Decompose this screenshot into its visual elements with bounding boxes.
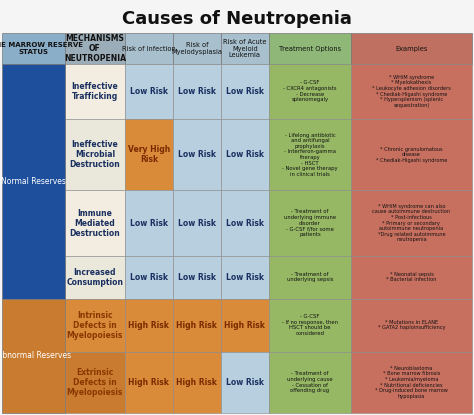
Bar (221, 352, 269, 413)
Bar (125, 352, 173, 413)
Text: Abnormal Reserves: Abnormal Reserves (0, 351, 71, 360)
Bar (269, 256, 351, 299)
Text: Causes of Neutropenia: Causes of Neutropenia (122, 10, 352, 28)
Bar (2, 33, 65, 64)
Bar (351, 119, 472, 190)
Text: Low Risk: Low Risk (226, 378, 264, 387)
Text: High Risk: High Risk (224, 321, 265, 330)
Bar (351, 256, 472, 299)
Text: - Treatment of
underlying cause
- Cessation of
offending drug: - Treatment of underlying cause - Cessat… (287, 371, 333, 393)
Bar (65, 299, 125, 352)
Text: - G-CSF
- If no response, then
HSCT should be
considered: - G-CSF - If no response, then HSCT shou… (282, 314, 338, 336)
Text: - G-CSF
- CXCR4 antagonists
- Decrease
splenomegaly: - G-CSF - CXCR4 antagonists - Decrease s… (283, 81, 337, 102)
Bar (269, 119, 351, 190)
Bar (65, 190, 125, 256)
Bar (173, 190, 221, 256)
Text: Low Risk: Low Risk (226, 87, 264, 96)
Bar (125, 256, 173, 299)
Text: * Neonatal sepsis
* Bacterial infection: * Neonatal sepsis * Bacterial infection (386, 272, 437, 283)
Bar (125, 190, 173, 256)
Bar (173, 64, 221, 119)
Bar (173, 256, 221, 299)
Bar (173, 33, 221, 64)
Text: Risk of Infection: Risk of Infection (122, 46, 176, 51)
Bar (221, 299, 269, 352)
Text: Very High
Risk: Very High Risk (128, 145, 170, 164)
Bar (269, 190, 351, 256)
Text: - Treatment of
underlying immune
disorder
- G-CSF f/for some
patients: - Treatment of underlying immune disorde… (284, 209, 336, 237)
Text: Extrinsic
Defects in
Myelopoiesis: Extrinsic Defects in Myelopoiesis (67, 368, 123, 397)
Bar (65, 256, 125, 299)
Bar (269, 64, 351, 119)
Text: - Treatment of
underlying sepsis: - Treatment of underlying sepsis (287, 272, 333, 283)
Bar (221, 64, 269, 119)
Bar (125, 33, 173, 64)
Text: Low Risk: Low Risk (178, 273, 216, 282)
Bar (351, 352, 472, 413)
Bar (351, 299, 472, 352)
Text: Low Risk: Low Risk (226, 219, 264, 227)
Text: Increased
Consumption: Increased Consumption (66, 268, 123, 287)
Text: High Risk: High Risk (176, 321, 217, 330)
Text: MECHANISMS
OF
NEUTROPENIA: MECHANISMS OF NEUTROPENIA (64, 34, 126, 63)
Bar (65, 119, 125, 190)
Text: Low Risk: Low Risk (178, 219, 216, 227)
Bar (125, 64, 173, 119)
Text: Risk of Acute
Myeloid
Leukemia: Risk of Acute Myeloid Leukemia (223, 39, 266, 58)
Text: Low Risk: Low Risk (130, 87, 168, 96)
Bar (65, 352, 125, 413)
Text: High Risk: High Risk (176, 378, 217, 387)
Bar (65, 64, 125, 119)
Text: Low Risk: Low Risk (130, 219, 168, 227)
Text: Ineffective
Microbial
Destruction: Ineffective Microbial Destruction (70, 140, 120, 169)
Bar (173, 299, 221, 352)
Text: Ineffective
Trafficking: Ineffective Trafficking (72, 82, 118, 101)
Bar (351, 64, 472, 119)
Bar (221, 119, 269, 190)
Bar (2, 64, 65, 299)
Text: Low Risk: Low Risk (178, 150, 216, 159)
Bar (351, 33, 472, 64)
Bar (269, 299, 351, 352)
Bar (221, 256, 269, 299)
Text: Normal Reserves: Normal Reserves (1, 177, 66, 186)
Text: Intrinsic
Defects in
Myelopoiesis: Intrinsic Defects in Myelopoiesis (67, 310, 123, 340)
Bar (65, 33, 125, 64)
Bar (173, 119, 221, 190)
Text: Low Risk: Low Risk (178, 87, 216, 96)
Text: High Risk: High Risk (128, 378, 169, 387)
Bar (125, 299, 173, 352)
Text: * Neuroblastoma
* Bone marrow fibrosis
* Leukemia/myeloma
* Nutritional deficien: * Neuroblastoma * Bone marrow fibrosis *… (375, 366, 448, 399)
Text: Treatment Options: Treatment Options (279, 46, 341, 51)
Bar (2, 299, 65, 413)
Bar (221, 190, 269, 256)
Text: Low Risk: Low Risk (226, 150, 264, 159)
Bar (173, 352, 221, 413)
Bar (125, 119, 173, 190)
Text: * WHiM syndrome can also
cause autoimmune destruction
* Post-infectious
* Primar: * WHiM syndrome can also cause autoimmun… (373, 204, 450, 242)
Text: * Mutations in ELANE
* GATA2 haploinsufficiency: * Mutations in ELANE * GATA2 haploinsuff… (378, 320, 445, 330)
Text: Immune
Mediated
Destruction: Immune Mediated Destruction (70, 208, 120, 238)
Bar (269, 33, 351, 64)
Text: Risk of
Myelodysplasia: Risk of Myelodysplasia (172, 42, 222, 55)
Text: Low Risk: Low Risk (130, 273, 168, 282)
Text: Low Risk: Low Risk (226, 273, 264, 282)
Text: * Chronic granulomatous
disease
* Chediak-Higashi syndrome: * Chronic granulomatous disease * Chedia… (376, 146, 447, 163)
Text: - Lifelong antibiotic
and antifungal
prophylaxis
- Interferon-gamma
therapy
- HS: - Lifelong antibiotic and antifungal pro… (282, 132, 338, 177)
Bar (269, 352, 351, 413)
Text: BONE MARROW RESERVE
STATUS: BONE MARROW RESERVE STATUS (0, 42, 83, 55)
Text: * WHiM syndrome
* Myelokathexis
* Leukocyte adhesion disorders
* Chediak-Higashi: * WHiM syndrome * Myelokathexis * Leukoc… (372, 75, 451, 108)
Text: Examples: Examples (395, 46, 428, 51)
Bar (351, 190, 472, 256)
Bar (221, 33, 269, 64)
Text: High Risk: High Risk (128, 321, 169, 330)
